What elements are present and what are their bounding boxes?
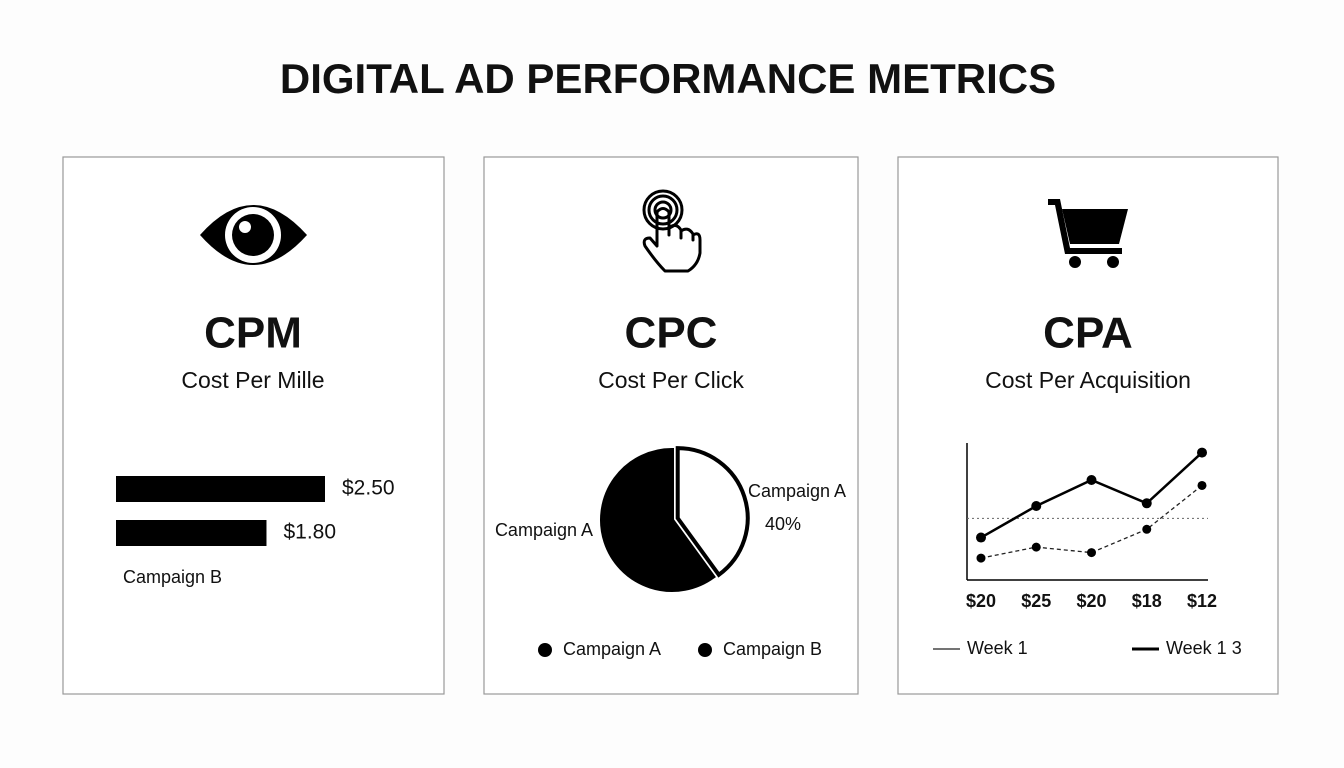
pie-slice bbox=[600, 447, 716, 592]
slice-label: Campaign A bbox=[495, 520, 593, 540]
category-label: Campaign B bbox=[123, 567, 222, 587]
x-tick-label: $20 bbox=[1076, 591, 1106, 611]
point bbox=[1087, 548, 1096, 558]
bar bbox=[116, 520, 267, 546]
point bbox=[1086, 474, 1097, 485]
card-subtitle: Cost Per Acquisition bbox=[985, 367, 1191, 393]
x-tick-label: $25 bbox=[1021, 591, 1051, 611]
point bbox=[1031, 542, 1041, 552]
card-title: CPM bbox=[204, 309, 302, 358]
point bbox=[1197, 447, 1207, 458]
legend-label: Week 1 3 bbox=[1166, 638, 1242, 658]
card bbox=[483, 156, 859, 695]
legend-label: Campaign A bbox=[563, 639, 661, 659]
point bbox=[1141, 498, 1152, 509]
point bbox=[1142, 524, 1152, 534]
value-label: $1.80 bbox=[283, 521, 336, 544]
value-label: $2.50 bbox=[342, 477, 395, 500]
click-icon bbox=[642, 189, 702, 273]
x-tick-label: $12 bbox=[1187, 591, 1217, 611]
legend-label: Week 1 bbox=[967, 638, 1028, 658]
point bbox=[976, 532, 986, 543]
line bbox=[980, 484, 1203, 559]
card-title: CPC bbox=[625, 309, 718, 358]
x-tick-label: $20 bbox=[966, 591, 996, 611]
point bbox=[976, 553, 986, 563]
pie-slice bbox=[675, 446, 750, 578]
card-subtitle: Cost Per Click bbox=[598, 367, 744, 393]
point bbox=[1031, 501, 1042, 512]
bar bbox=[116, 476, 325, 502]
slice-value-label: 40% bbox=[765, 514, 801, 534]
legend-marker bbox=[698, 643, 712, 657]
slice-label: Campaign A bbox=[748, 481, 846, 501]
legend-label: Campaign B bbox=[723, 639, 822, 659]
card-title: CPA bbox=[1043, 309, 1133, 358]
point bbox=[1197, 480, 1207, 490]
x-tick-label: $18 bbox=[1132, 591, 1162, 611]
page-title: DIGITAL AD PERFORMANCE METRICS bbox=[280, 55, 1056, 102]
legend-marker bbox=[538, 643, 552, 657]
card-subtitle: Cost Per Mille bbox=[181, 367, 324, 393]
eye-icon bbox=[200, 205, 307, 265]
card bbox=[897, 156, 1279, 695]
cart-icon bbox=[1048, 199, 1128, 268]
